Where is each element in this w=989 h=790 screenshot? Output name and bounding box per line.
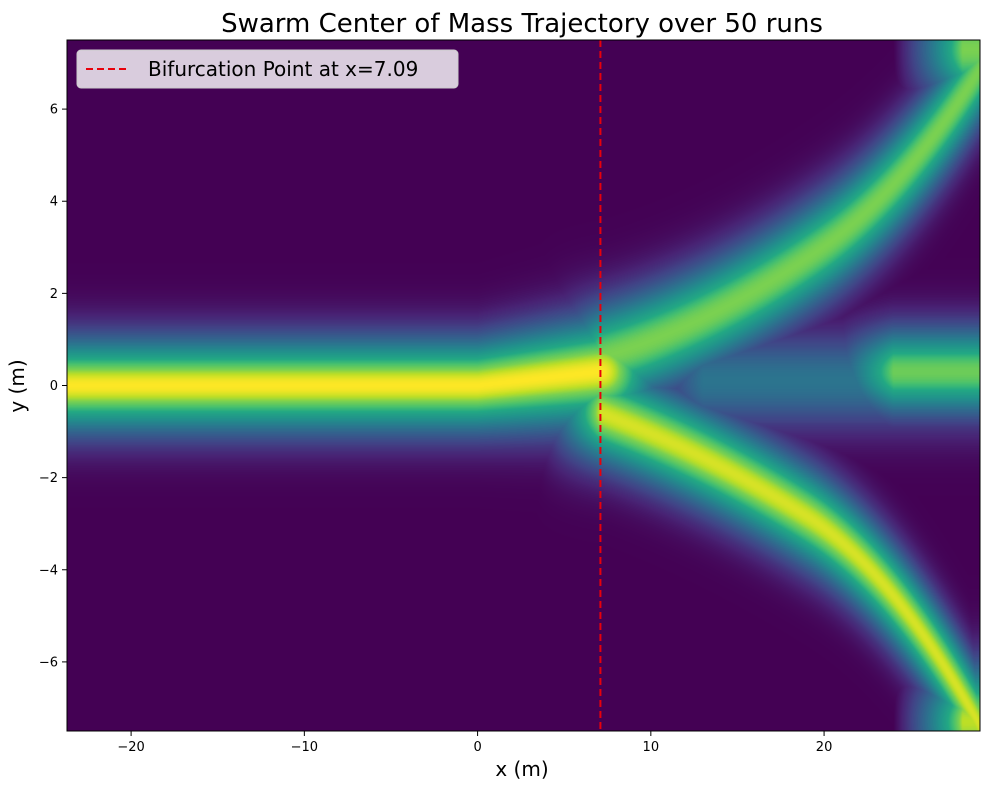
y-tick-label: 0 [50,379,58,394]
heatmap-canvas [67,40,980,731]
y-tick-label: 6 [50,103,58,118]
chart-title: Swarm Center of Mass Trajectory over 50 … [221,9,823,39]
y-tick-label: 2 [50,287,58,302]
y-tick-label: 4 [50,195,58,210]
x-tick-label: −20 [117,740,144,755]
y-tick-label: −4 [39,563,58,578]
x-axis-ticks: −20 −10 0 10 20 [117,731,832,755]
legend-entry-bifurcation: Bifurcation Point at x=7.09 [148,57,418,81]
legend: Bifurcation Point at x=7.09 [76,49,459,89]
y-tick-label: −2 [39,471,58,486]
heatmap-area [67,40,980,731]
y-axis-ticks: −6 −4 −2 0 2 4 6 [39,103,67,670]
legend-box [76,49,459,89]
x-tick-label: 20 [816,740,833,755]
x-tick-label: 10 [643,740,660,755]
y-axis-label: y (m) [5,359,29,412]
x-tick-label: −10 [291,740,318,755]
x-tick-label: 0 [473,740,481,755]
x-axis-label: x (m) [495,757,548,781]
y-tick-label: −6 [39,655,58,670]
